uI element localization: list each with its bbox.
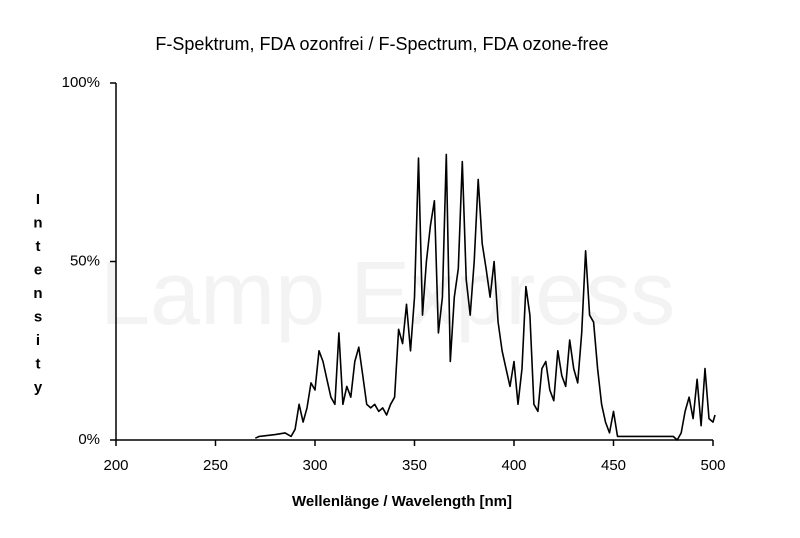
x-tick-label: 450	[601, 457, 626, 474]
watermark: Lamp Express	[100, 244, 675, 344]
spectrum-line	[254, 153, 716, 441]
x-tick-label: 250	[203, 457, 228, 474]
x-tick-label: 350	[402, 457, 427, 474]
x-tick-label: 400	[501, 457, 526, 474]
x-tick-label: 500	[700, 457, 725, 474]
y-tick-label: 100%	[62, 74, 100, 91]
y-tick-label: 50%	[70, 252, 100, 269]
x-axis-label: Wellenlänge / Wavelength [nm]	[292, 493, 512, 510]
y-tick-label: 0%	[78, 431, 100, 448]
x-tick-label: 200	[103, 457, 128, 474]
x-tick-label: 300	[302, 457, 327, 474]
chart-title: F-Spektrum, FDA ozonfrei / F-Spectrum, F…	[155, 34, 608, 54]
